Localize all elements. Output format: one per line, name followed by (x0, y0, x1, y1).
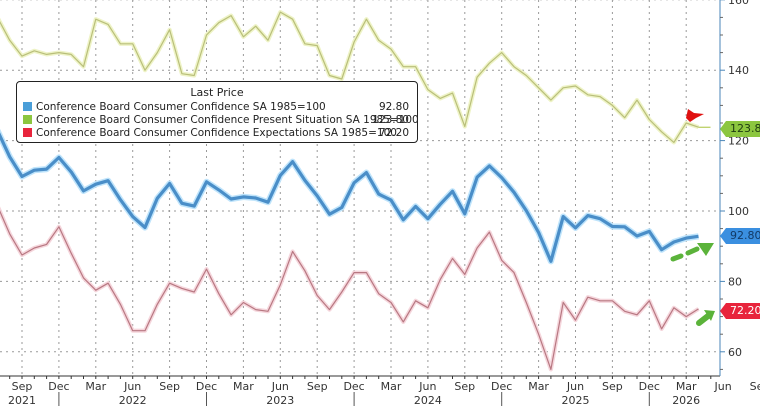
x-tick-label: Sep (12, 380, 33, 393)
y-tick-label: 140 (728, 64, 749, 77)
last-value-tag-expectations: 72.20 (720, 303, 760, 319)
legend-value: 123.80 (372, 114, 409, 126)
x-tick-label: Sep (159, 380, 180, 393)
y-tick-label: 160 (728, 0, 749, 7)
x-tick-label: Mar (233, 380, 254, 393)
x-year-label: 2024 (414, 394, 442, 406)
x-tick-label: Sep (602, 380, 623, 393)
y-tick-label: 120 (728, 135, 749, 148)
green-dashed-arrow-icon (670, 243, 714, 262)
green-arrow-icon (696, 310, 715, 326)
x-tick-label: Jun (714, 380, 732, 393)
x-tick-label: Dec (639, 380, 660, 393)
legend-swatch-blue (23, 102, 32, 111)
x-year-label: 2022 (119, 394, 147, 406)
x-tick-label: Dec (343, 380, 364, 393)
x-tick-label: Jun (123, 380, 141, 393)
x-tick-label: Mar (528, 380, 549, 393)
y-tick-label: 100 (728, 205, 749, 218)
last-value-tag-present-situation: 123.80 (720, 121, 760, 137)
gridlines (0, 0, 720, 376)
legend-entry-consumer-confidence: Conference Board Consumer Confidence SA … (23, 101, 409, 114)
x-tick-label: Mar (381, 380, 402, 393)
y-axis: 60 80 100 120 140 160 (719, 0, 749, 376)
x-tick-label: Jun (418, 380, 436, 393)
y-tick-label: 80 (728, 275, 742, 288)
legend-swatch-green (23, 115, 32, 124)
x-year-label: 2025 (562, 394, 590, 406)
x-tick-label: Jun (271, 380, 289, 393)
legend-entry-expectations: Conference Board Consumer Confidence Exp… (23, 127, 409, 140)
x-year-label: 2023 (266, 394, 294, 406)
x-tick-label: Sep (750, 380, 760, 393)
x-tick-label: Dec (48, 380, 69, 393)
series-lines (0, 10, 711, 372)
x-tick-label: Mar (676, 380, 697, 393)
y-tick-label: 60 (728, 346, 742, 359)
legend-entry-present-situation: Conference Board Consumer Confidence Pre… (23, 114, 419, 127)
series-expectations (0, 210, 699, 370)
annotations (670, 109, 715, 326)
x-tick-label: Mar (85, 380, 106, 393)
chart-legend: Last Price Conference Board Consumer Con… (16, 81, 419, 143)
series-consumer-confidence (0, 132, 699, 263)
last-value-tag-consumer-confidence: 92.80 (720, 228, 760, 244)
x-tick-label: Jun (566, 380, 584, 393)
x-tick-label: Dec (491, 380, 512, 393)
series-present-situation (0, 11, 699, 143)
x-year-label: 2026 (672, 394, 700, 406)
x-year-label: 2021 (8, 394, 36, 406)
legend-value: 72.20 (378, 127, 409, 139)
x-axis: Sep Dec Mar Jun Sep Dec Mar Jun Sep Dec Mar Jun Sep D… (0, 375, 760, 406)
legend-swatch-red (23, 128, 32, 137)
legend-value: 92.80 (378, 101, 409, 113)
x-tick-label: Sep (454, 380, 475, 393)
red-arrow-icon (686, 109, 704, 122)
x-tick-label: Sep (307, 380, 328, 393)
legend-header: Last Price (190, 86, 244, 99)
x-tick-label: Dec (196, 380, 217, 393)
